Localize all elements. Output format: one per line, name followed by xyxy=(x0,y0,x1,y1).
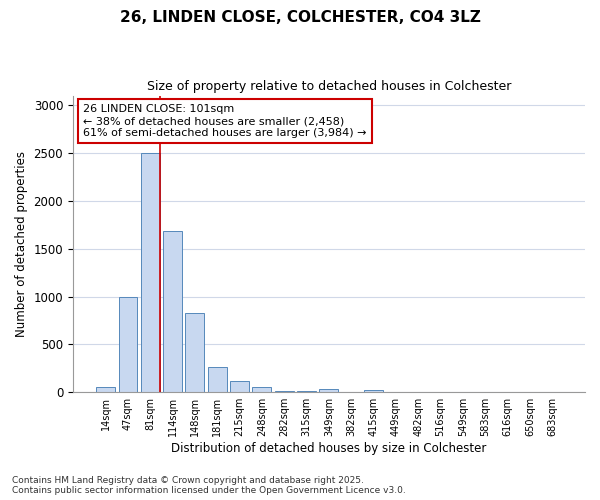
Title: Size of property relative to detached houses in Colchester: Size of property relative to detached ho… xyxy=(147,80,511,93)
Bar xyxy=(119,296,137,392)
Bar xyxy=(364,390,383,392)
Y-axis label: Number of detached properties: Number of detached properties xyxy=(15,151,28,337)
X-axis label: Distribution of detached houses by size in Colchester: Distribution of detached houses by size … xyxy=(171,442,487,455)
Bar xyxy=(253,388,271,392)
Text: 26, LINDEN CLOSE, COLCHESTER, CO4 3LZ: 26, LINDEN CLOSE, COLCHESTER, CO4 3LZ xyxy=(119,10,481,25)
Bar xyxy=(185,313,205,392)
Text: Contains HM Land Registry data © Crown copyright and database right 2025.
Contai: Contains HM Land Registry data © Crown c… xyxy=(12,476,406,495)
Bar xyxy=(208,368,227,392)
Bar xyxy=(230,380,249,392)
Bar xyxy=(163,232,182,392)
Bar xyxy=(319,390,338,392)
Bar xyxy=(96,388,115,392)
Text: 26 LINDEN CLOSE: 101sqm
← 38% of detached houses are smaller (2,458)
61% of semi: 26 LINDEN CLOSE: 101sqm ← 38% of detache… xyxy=(83,104,367,138)
Bar xyxy=(141,153,160,392)
